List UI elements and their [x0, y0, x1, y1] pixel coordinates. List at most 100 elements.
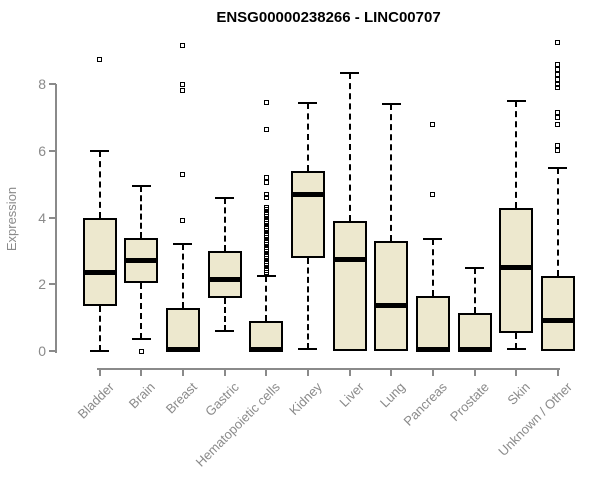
upper-whisker-cap: [298, 101, 318, 104]
x-tick: [140, 368, 143, 376]
median-line: [249, 346, 284, 352]
upper-whisker: [181, 244, 184, 308]
box: [374, 240, 409, 351]
x-axis-line: [97, 368, 560, 370]
outlier-point: [555, 115, 561, 121]
outlier-point: [555, 40, 561, 45]
median-line: [457, 346, 492, 352]
box: [290, 170, 325, 258]
outlier-point: [263, 100, 269, 106]
median-line: [207, 276, 242, 282]
upper-whisker: [265, 275, 268, 321]
lower-whisker: [223, 297, 226, 331]
x-tick: [98, 368, 101, 376]
upper-whisker: [223, 197, 226, 251]
box: [499, 207, 534, 333]
median-line: [415, 346, 450, 352]
x-tick: [390, 368, 393, 376]
upper-whisker-cap: [215, 196, 235, 199]
outlier-point: [555, 76, 561, 82]
outlier-point: [555, 71, 561, 77]
median-line: [499, 265, 534, 271]
lower-whisker: [140, 282, 143, 340]
upper-whisker-cap: [340, 71, 360, 74]
outlier-point: [263, 180, 269, 186]
outlier-point: [263, 126, 269, 132]
outlier-point: [430, 191, 436, 197]
outlier-point: [138, 348, 144, 354]
y-tick: [49, 283, 56, 286]
y-tick: [49, 149, 56, 152]
upper-whisker: [431, 239, 434, 296]
upper-whisker: [306, 102, 309, 171]
box: [415, 295, 450, 351]
upper-whisker-cap: [423, 238, 443, 241]
x-tick: [556, 368, 559, 376]
outlier-point: [555, 121, 561, 127]
lower-whisker: [98, 305, 101, 351]
x-tick: [306, 368, 309, 376]
upper-whisker-cap: [131, 184, 151, 187]
x-tick: [431, 368, 434, 376]
box: [82, 217, 117, 306]
upper-whisker-cap: [173, 243, 193, 246]
upper-whisker-cap: [465, 266, 485, 269]
box: [249, 320, 284, 351]
lower-whisker: [306, 257, 309, 350]
outlier-point: [555, 66, 561, 72]
upper-whisker: [390, 104, 393, 241]
x-tick: [515, 368, 518, 376]
outlier-point: [97, 56, 102, 62]
y-tick-label: 0: [38, 343, 46, 359]
lower-whisker-cap: [298, 348, 318, 351]
x-tick: [223, 368, 226, 376]
outlier-point: [263, 271, 269, 277]
outlier-point: [555, 148, 561, 154]
y-tick: [49, 216, 56, 219]
lower-whisker-cap: [90, 350, 109, 352]
outlier-point: [555, 143, 561, 149]
chart-title: ENSG00000238266 - LINC00707: [216, 9, 441, 26]
lower-whisker-cap: [131, 338, 151, 341]
median-line: [165, 346, 200, 352]
upper-whisker: [140, 185, 143, 238]
upper-whisker: [556, 167, 559, 276]
outlier-point: [180, 43, 186, 49]
outlier-point: [180, 171, 186, 177]
y-tick: [49, 83, 56, 86]
outlier-point: [263, 195, 269, 201]
median-line: [82, 270, 117, 276]
outlier-point: [555, 85, 561, 91]
median-line: [332, 256, 367, 262]
upper-whisker: [348, 72, 351, 221]
lower-whisker: [515, 332, 518, 350]
upper-whisker-cap: [506, 99, 526, 102]
y-tick-label: 2: [38, 276, 46, 293]
outlier-point: [555, 61, 561, 67]
y-tick-label: 8: [38, 76, 46, 93]
median-line: [374, 303, 409, 309]
lower-whisker-cap: [506, 348, 526, 351]
y-tick: [49, 350, 56, 352]
outlier-point: [180, 218, 186, 224]
x-tick: [181, 368, 184, 376]
y-axis-line: [55, 84, 57, 353]
median-line: [124, 258, 159, 264]
outlier-point: [180, 88, 186, 94]
outlier-point: [430, 121, 436, 127]
outlier-point: [180, 81, 186, 87]
upper-whisker-cap: [90, 149, 109, 152]
upper-whisker-cap: [548, 166, 568, 169]
upper-whisker: [515, 100, 518, 208]
lower-whisker-cap: [215, 329, 235, 332]
y-tick-label: 6: [38, 142, 46, 159]
outlier-point: [263, 191, 269, 197]
median-line: [540, 318, 575, 324]
outlier-point: [555, 81, 561, 87]
box: [540, 275, 575, 351]
upper-whisker-cap: [381, 103, 401, 106]
box: [332, 220, 367, 351]
outlier-point: [555, 110, 561, 116]
